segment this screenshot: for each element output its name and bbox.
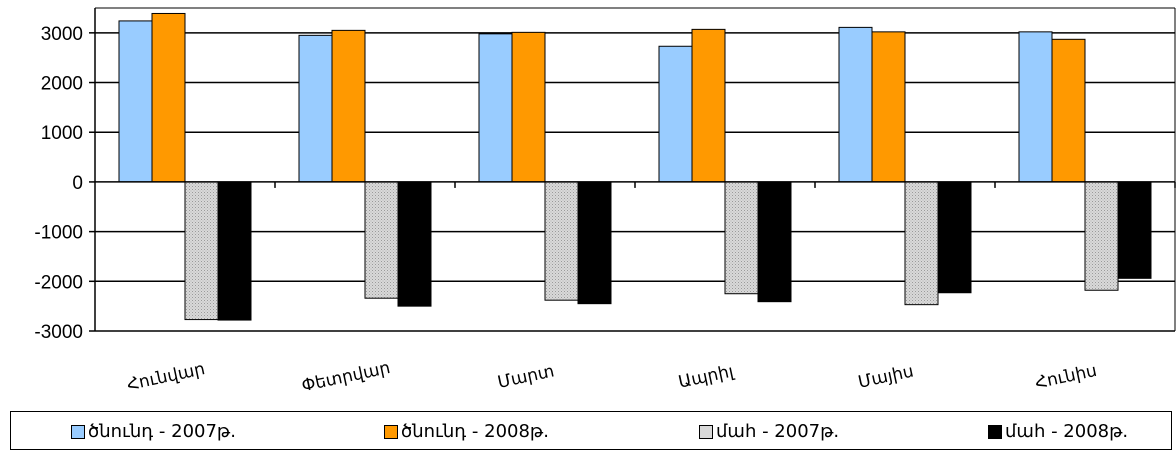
bar [724,181,759,295]
x-tick-label: Մայիս [856,361,915,392]
bar [478,33,513,183]
bar [298,34,333,183]
bar [511,31,546,183]
bar [577,181,612,305]
bar [871,31,906,183]
bar [364,181,399,299]
bar [691,28,726,183]
bar [1051,38,1086,183]
bar [1084,181,1119,291]
bar [658,45,693,183]
bar [937,181,972,294]
x-tick-label: Փետրվար [300,358,392,396]
bars [118,12,1152,321]
bar [184,181,219,321]
bar [217,181,252,321]
bar [118,20,153,183]
legend-label-births-2008: ծնունդ - 2008թ. [401,421,549,442]
legend-label-deaths-2007: մահ - 2007թ. [716,421,840,442]
legend-swatch-births-2007 [71,424,85,439]
bar [331,29,366,183]
axes [89,7,1176,332]
bar [397,181,432,307]
legend-swatch-births-2008 [384,424,398,439]
y-tick-label: -3000 [34,322,83,343]
bar [1018,31,1053,183]
tick-labels: 3000 2000 1000 0 -1000 -2000 -3000 Հունվար Փետրվ… [34,24,1098,396]
legend-item-deaths-2008: մահ - 2008թ. [988,421,1128,442]
bar [757,181,792,303]
legend-item-deaths-2007: մահ - 2007թ. [699,421,839,442]
legend-swatch-deaths-2008 [988,424,1002,439]
bar [904,181,939,306]
legend-swatch-deaths-2007 [699,424,713,439]
bar [544,181,579,301]
legend-label-deaths-2008: մահ - 2008թ. [1005,421,1129,442]
legend-item-births-2007: ծնունդ - 2007թ. [71,421,236,442]
bar-chart: 3000 2000 1000 0 -1000 -2000 -3000 Հունվար Փետրվ… [34,7,1176,396]
legend-item-births-2008: ծնունդ - 2008թ. [384,421,549,442]
legend-label-births-2007: ծնունդ - 2007թ. [88,421,236,442]
y-tick-label: 1000 [41,123,83,144]
bar [838,26,873,183]
y-tick-label: 3000 [41,24,83,45]
x-tick-label: Մարտ [496,361,556,392]
x-tick-label: Ապրիլ [677,361,737,392]
bar [151,12,186,183]
x-tick-label: Հունիս [1033,361,1098,394]
chart-legend: ծնունդ - 2007թ. ծնունդ - 2008թ. մահ - 20… [10,411,1172,450]
gridlines [95,32,1175,283]
y-tick-label: 0 [72,173,83,194]
y-tick-label: 2000 [41,74,83,95]
y-tick-label: -2000 [34,272,83,293]
y-tick-label: -1000 [34,223,83,244]
bar [1117,181,1152,279]
x-tick-label: Հունվար [125,359,207,395]
